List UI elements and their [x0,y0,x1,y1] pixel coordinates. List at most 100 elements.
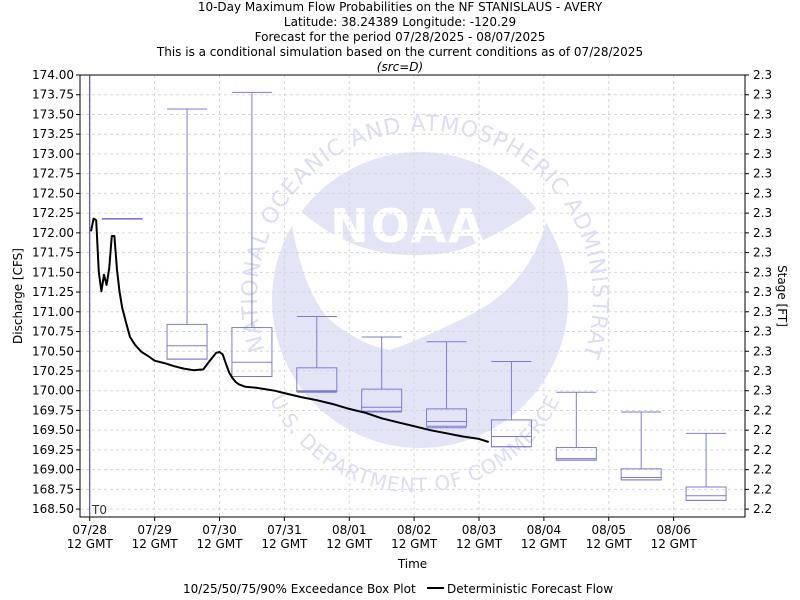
box-iqr [231,327,273,378]
y-tick-label: 168.50 [32,502,74,516]
box-plot [101,218,143,220]
x-tick-label-time: 12 GMT [196,537,243,551]
y-axis-label-right: Stage [FT] [775,265,789,327]
x-tick-label-time: 12 GMT [651,537,698,551]
box-plot [426,341,468,429]
y-tick-label: 172.00 [32,226,74,240]
y-tick-label: 169.25 [32,443,74,457]
x-tick-label-time: 12 GMT [521,537,568,551]
x-tick-label: 08/01 [332,523,367,537]
box-iqr [490,419,532,448]
y-tick-label: 173.50 [32,107,74,121]
y-tick-label-right: 2.3 [753,186,772,200]
y-tick-label-right: 2.2 [753,482,772,496]
box-iqr [620,468,662,481]
y-tick-label-right: 2.3 [753,364,772,378]
box-iqr [166,323,208,360]
x-tick-label: 07/28 [72,523,107,537]
forecast-flow-line [90,217,490,443]
x-tick-label-time: 12 GMT [261,537,308,551]
y-tick-label-right: 2.3 [753,127,772,141]
y-tick-label-right: 2.2 [753,423,772,437]
x-tick-label-time: 12 GMT [391,537,438,551]
y-tick-label: 169.75 [32,403,74,417]
chart-subtitle-location: Latitude: 38.24389 Longitude: -120.29 [283,15,517,29]
y-tick-label-right: 2.3 [753,167,772,181]
x-tick-label-time: 12 GMT [326,537,373,551]
forecast-series [90,217,490,443]
y-tick-label: 171.75 [32,246,74,260]
y-tick-label-right: 2.3 [753,305,772,319]
y-axis-label: Discharge [CFS] [11,248,25,344]
y-tick-label-right: 2.3 [753,88,772,102]
box-plots [101,91,727,501]
x-tick-label-time: 12 GMT [586,537,633,551]
plot-frame: T0 [79,74,746,518]
x-tick-label: 07/30 [202,523,237,537]
y-tick-label: 173.25 [32,127,74,141]
box-plot [361,336,403,413]
box-plot [296,316,338,393]
y-tick-label: 170.75 [32,325,74,339]
y-tick-label: 173.00 [32,147,74,161]
chart-titles: 10-Day Maximum Flow Probabilities on the… [0,0,800,75]
y-tick-label-right: 2.3 [753,285,772,299]
box-plot [555,391,597,461]
y-tick-label-right: 2.3 [753,265,772,279]
chart-source-note: (src=D) [376,60,424,74]
x-tick-label: 07/31 [267,523,302,537]
legend-line-label: Deterministic Forecast Flow [447,582,613,596]
x-tick-label: 08/05 [591,523,626,537]
y-tick-label-right: 2.2 [753,403,772,417]
x-tick-label: 08/03 [462,523,497,537]
y-tick-label-right: 2.3 [753,325,772,339]
y-tick-label-right: 2.2 [753,443,772,457]
x-axis-label: Time [397,557,427,571]
box-iqr [555,447,597,461]
y-tick-label: 171.50 [32,265,74,279]
box-plot [166,108,208,360]
y-tick-label: 169.50 [32,423,74,437]
x-tick-label: 07/29 [137,523,172,537]
y-tick-label: 170.00 [32,384,74,398]
y-tick-label-right: 2.3 [753,147,772,161]
watermark-bird [288,195,552,350]
legend: 10/25/50/75/90% Exceedance Box Plot Dete… [183,582,613,596]
t0-label: T0 [91,503,107,517]
box-iqr [296,367,338,393]
y-tick-label-right: 2.3 [753,107,772,121]
chart-title: 10-Day Maximum Flow Probabilities on the… [197,0,603,14]
y-tick-label: 170.50 [32,344,74,358]
y-axis-ticks: 174.00 2.3 173.75 2.3 173.50 2.3 173.25 2.3 173.… [32,68,772,516]
y-tick-label: 168.75 [32,482,74,496]
x-tick-label: 08/04 [527,523,562,537]
y-tick-label-right: 2.2 [753,502,772,516]
x-tick-label-time: 12 GMT [456,537,503,551]
chart-subtitle-conditions: This is a conditional simulation based o… [156,45,644,59]
x-tick-label: 08/06 [656,523,691,537]
y-tick-label: 171.25 [32,285,74,299]
y-tick-label: 171.00 [32,305,74,319]
box-plot [231,91,273,378]
y-tick-label: 172.25 [32,206,74,220]
y-tick-label-right: 2.3 [753,246,772,260]
box-plot [620,411,662,481]
y-tick-label: 170.25 [32,364,74,378]
y-tick-label-right: 2.3 [753,206,772,220]
y-tick-label-right: 2.2 [753,463,772,477]
y-tick-label-right: 2.3 [753,68,772,82]
y-tick-label: 172.75 [32,167,74,181]
legend-box-label: 10/25/50/75/90% Exceedance Box Plot [183,582,416,596]
x-tick-label-time: 12 GMT [132,537,179,551]
box-iqr [426,408,468,427]
box-iqr [361,388,403,412]
y-tick-label-right: 2.3 [753,344,772,358]
watermark-logo-text: NOAA [330,199,486,253]
box-iqr [685,486,727,501]
x-tick-label: 08/02 [397,523,432,537]
grid [80,74,745,517]
y-tick-label-right: 2.3 [753,384,772,398]
y-tick-label: 173.75 [32,88,74,102]
